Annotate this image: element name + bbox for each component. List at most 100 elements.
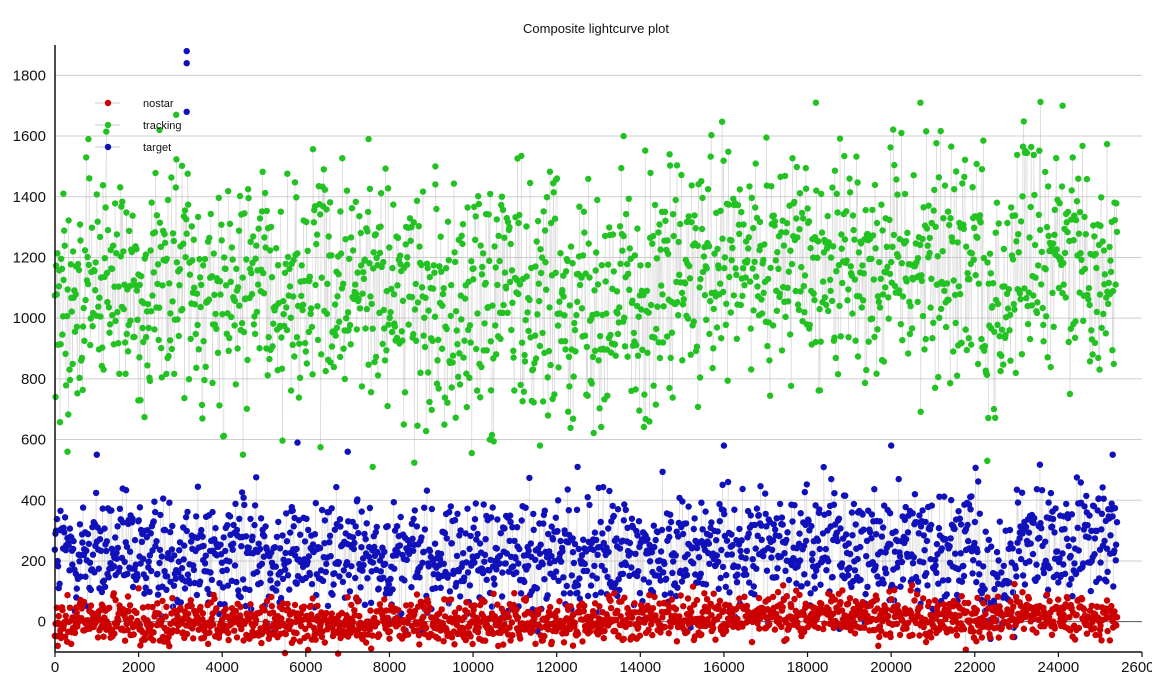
data-point-nostar [541, 632, 548, 640]
data-point-tracking [168, 174, 175, 181]
data-point-target [845, 540, 852, 547]
data-point-nostar [722, 627, 730, 635]
data-point-tracking [298, 292, 305, 300]
data-point-tracking [196, 274, 204, 281]
data-point-tracking [346, 321, 354, 329]
data-point-tracking [891, 282, 899, 290]
data-point-target [879, 524, 887, 531]
data-point-tracking [516, 211, 523, 219]
data-point-target [1098, 526, 1105, 533]
data-point-target [333, 483, 340, 491]
data-point-tracking [139, 324, 146, 332]
data-point-nostar [677, 592, 684, 599]
data-point-tracking [738, 208, 745, 216]
data-point-tracking [751, 258, 758, 265]
data-point-nostar [494, 601, 501, 608]
data-point-tracking [501, 234, 508, 241]
data-point-target [170, 582, 178, 589]
data-point-tracking [372, 353, 380, 361]
data-point-target [635, 518, 643, 525]
data-point-target [403, 556, 410, 563]
data-point-target [99, 505, 106, 512]
data-point-target [994, 574, 1001, 581]
data-point-tracking [611, 341, 619, 348]
data-point-tracking [196, 256, 203, 263]
data-point-tracking [450, 180, 458, 187]
data-point-tracking [559, 286, 566, 294]
data-point-tracking [536, 297, 543, 305]
data-point-target [92, 489, 100, 497]
data-point-target [1074, 524, 1081, 531]
data-point-tracking [831, 167, 839, 174]
data-point-tracking [647, 169, 654, 177]
data-point-tracking [504, 218, 512, 226]
data-point-target [706, 532, 714, 539]
data-point-tracking [1002, 331, 1009, 339]
data-point-target [619, 570, 627, 577]
data-point-tracking [298, 262, 305, 269]
data-point-tracking [907, 302, 914, 310]
data-point-tracking [717, 280, 724, 287]
data-point-target [114, 544, 122, 552]
data-point-nostar [960, 625, 968, 633]
data-point-tracking [384, 185, 392, 192]
data-point-nostar [386, 628, 394, 635]
data-point-tracking [438, 268, 445, 275]
data-point-tracking [209, 379, 216, 387]
data-point-tracking [977, 219, 984, 226]
data-point-tracking [843, 257, 850, 264]
data-point-target [293, 580, 300, 587]
data-point-target [401, 577, 408, 584]
data-point-target [683, 571, 691, 579]
data-point-target [857, 576, 864, 583]
data-point-tracking [251, 330, 259, 338]
data-point-tracking [407, 237, 414, 244]
data-point-tracking [441, 394, 449, 401]
data-point-target [70, 537, 77, 545]
data-point-tracking [243, 405, 251, 412]
data-point-target [828, 475, 835, 483]
data-point-tracking [97, 313, 104, 320]
data-point-target [843, 531, 850, 538]
data-point-target [230, 521, 237, 529]
data-point-tracking [296, 340, 303, 347]
data-point-nostar [231, 627, 238, 634]
data-point-tracking [426, 273, 433, 281]
data-point-tracking [579, 252, 587, 259]
data-point-nostar [693, 596, 701, 604]
data-point-tracking [111, 200, 119, 207]
data-point-nostar [688, 608, 695, 615]
data-point-target [729, 542, 736, 549]
data-point-tracking [879, 291, 887, 298]
data-point-tracking [340, 280, 347, 287]
data-point-tracking [1068, 187, 1075, 194]
data-point-tracking [878, 201, 885, 208]
data-point-tracking [740, 221, 747, 228]
data-point-tracking [974, 234, 981, 241]
data-point-tracking [726, 273, 733, 281]
data-point-target [605, 548, 612, 556]
data-point-tracking [477, 394, 484, 401]
data-point-tracking [482, 279, 489, 287]
data-point-target [380, 574, 387, 581]
data-point-tracking [673, 162, 681, 169]
data-point-tracking [1070, 237, 1077, 244]
data-point-tracking [500, 301, 507, 309]
data-point-target [491, 581, 498, 588]
data-point-tracking [147, 247, 154, 254]
data-point-tracking [219, 311, 226, 318]
data-point-tracking [120, 248, 127, 255]
data-point-target [132, 561, 139, 568]
data-point-nostar [953, 626, 960, 633]
data-point-tracking [1107, 257, 1114, 264]
data-point-tracking [173, 259, 180, 266]
data-point-target [560, 574, 567, 581]
data-point-tracking [638, 306, 645, 313]
data-point-target [784, 529, 791, 536]
data-point-target [737, 547, 744, 555]
data-point-target [255, 540, 262, 547]
data-point-target [720, 442, 728, 449]
data-point-tracking [767, 264, 774, 272]
data-point-tracking [940, 215, 947, 222]
data-point-tracking [1086, 301, 1093, 309]
